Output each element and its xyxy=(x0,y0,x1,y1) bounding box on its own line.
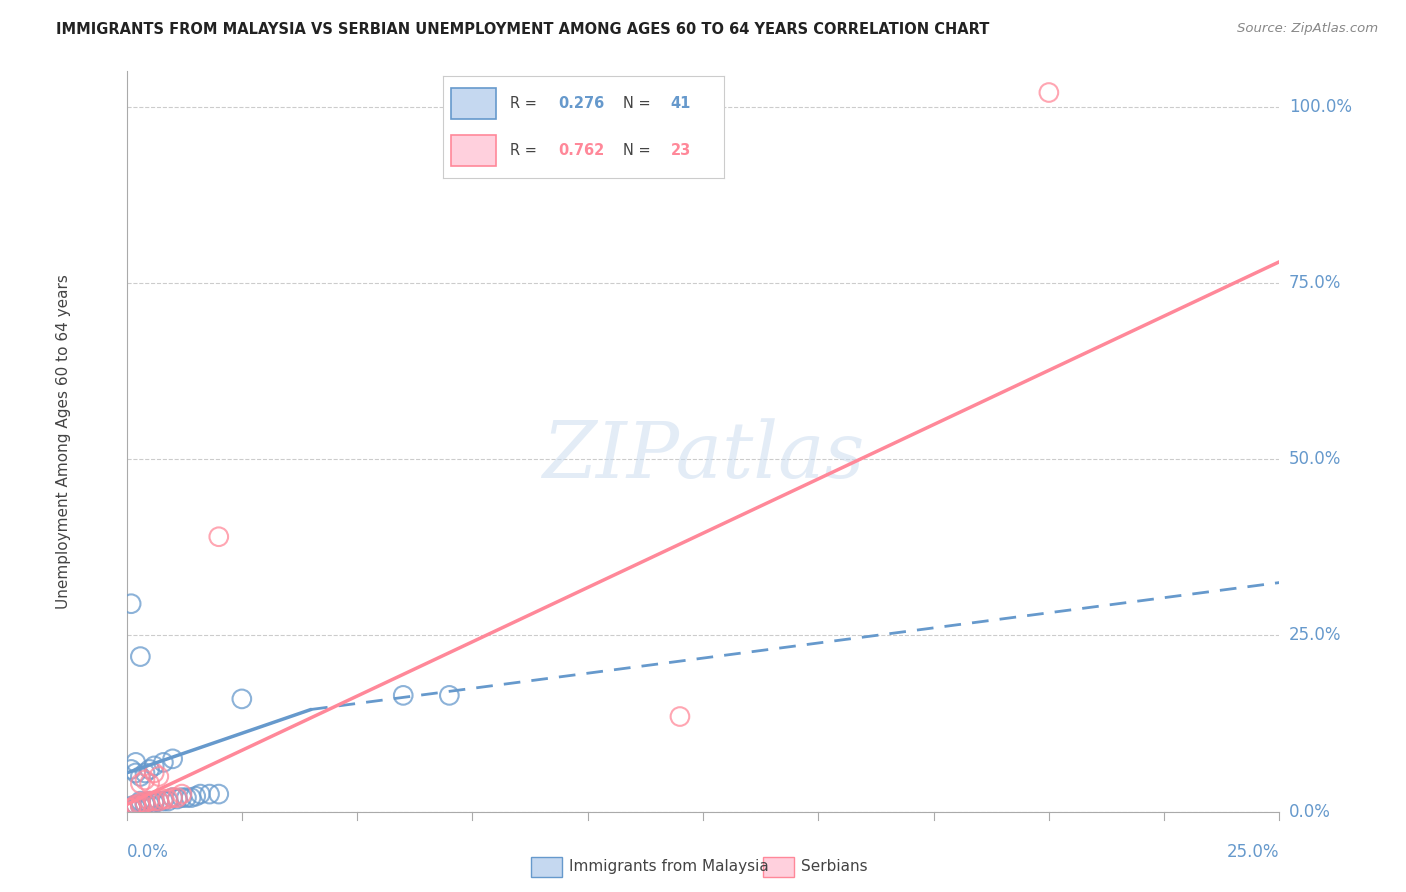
Point xyxy=(148,769,170,783)
Point xyxy=(138,794,160,808)
Bar xyxy=(451,88,496,119)
Point xyxy=(166,792,188,806)
Text: N =: N = xyxy=(623,144,655,158)
Point xyxy=(125,799,148,814)
Text: R =: R = xyxy=(510,96,541,111)
Point xyxy=(120,801,142,815)
Text: Source: ZipAtlas.com: Source: ZipAtlas.com xyxy=(1237,22,1378,36)
Point xyxy=(166,790,188,805)
Point xyxy=(125,797,148,812)
Point xyxy=(129,776,152,790)
Point xyxy=(152,756,174,770)
Point xyxy=(134,772,156,787)
Point xyxy=(162,752,184,766)
Point xyxy=(148,794,170,808)
Point xyxy=(176,790,198,805)
Text: 23: 23 xyxy=(671,144,690,158)
Point xyxy=(120,801,142,815)
Point xyxy=(120,799,142,814)
Point xyxy=(152,794,174,808)
Point xyxy=(134,797,156,812)
Point xyxy=(170,790,193,805)
Point xyxy=(125,801,148,815)
Point xyxy=(143,794,166,808)
Text: 0.762: 0.762 xyxy=(558,144,605,158)
Point xyxy=(120,801,142,815)
Point xyxy=(129,797,152,811)
Text: 0.0%: 0.0% xyxy=(127,844,169,862)
Point xyxy=(148,794,170,808)
Point xyxy=(208,530,231,544)
Point xyxy=(134,766,156,780)
Text: 75.0%: 75.0% xyxy=(1289,274,1341,292)
Text: ZIPatlas: ZIPatlas xyxy=(541,418,865,494)
Point xyxy=(439,689,461,703)
Point xyxy=(138,797,160,812)
Point xyxy=(129,799,152,814)
Point xyxy=(162,790,184,805)
Bar xyxy=(451,136,496,166)
Point xyxy=(170,787,193,801)
Point xyxy=(231,692,253,706)
Point xyxy=(129,649,152,664)
Point xyxy=(138,776,160,790)
Point xyxy=(143,794,166,808)
Point xyxy=(129,797,152,811)
Text: Unemployment Among Ages 60 to 64 years: Unemployment Among Ages 60 to 64 years xyxy=(56,274,70,609)
Point xyxy=(180,790,202,805)
Point xyxy=(157,794,180,808)
Point xyxy=(129,799,152,814)
Text: Immigrants from Malaysia: Immigrants from Malaysia xyxy=(569,859,769,873)
Text: N =: N = xyxy=(623,96,655,111)
Point xyxy=(198,787,221,801)
Point xyxy=(184,789,207,804)
Point xyxy=(120,763,142,777)
Point xyxy=(392,689,415,703)
Point xyxy=(162,790,184,805)
Point xyxy=(120,801,142,815)
Point xyxy=(143,797,166,811)
Point xyxy=(129,794,152,808)
Point xyxy=(143,759,166,773)
Text: R =: R = xyxy=(510,144,541,158)
Text: Serbians: Serbians xyxy=(801,859,868,873)
Point xyxy=(125,799,148,814)
Point xyxy=(143,766,166,780)
Point xyxy=(157,792,180,806)
Point xyxy=(134,797,156,811)
Point xyxy=(138,794,160,808)
Point xyxy=(125,797,148,812)
Point xyxy=(120,597,142,611)
Text: 100.0%: 100.0% xyxy=(1289,97,1351,116)
Point xyxy=(138,763,160,777)
Point xyxy=(134,797,156,811)
Text: 0.0%: 0.0% xyxy=(1289,803,1330,821)
Point xyxy=(129,769,152,783)
Point xyxy=(1038,86,1060,100)
Point xyxy=(125,756,148,770)
Point xyxy=(669,709,692,723)
Text: 0.276: 0.276 xyxy=(558,96,605,111)
Text: 41: 41 xyxy=(671,96,690,111)
Point xyxy=(188,787,211,801)
Text: 50.0%: 50.0% xyxy=(1289,450,1341,468)
Text: 25.0%: 25.0% xyxy=(1227,844,1279,862)
Text: 25.0%: 25.0% xyxy=(1289,626,1341,644)
Point xyxy=(208,787,231,801)
Point xyxy=(152,792,174,806)
Text: IMMIGRANTS FROM MALAYSIA VS SERBIAN UNEMPLOYMENT AMONG AGES 60 TO 64 YEARS CORRE: IMMIGRANTS FROM MALAYSIA VS SERBIAN UNEM… xyxy=(56,22,990,37)
Point xyxy=(125,766,148,780)
